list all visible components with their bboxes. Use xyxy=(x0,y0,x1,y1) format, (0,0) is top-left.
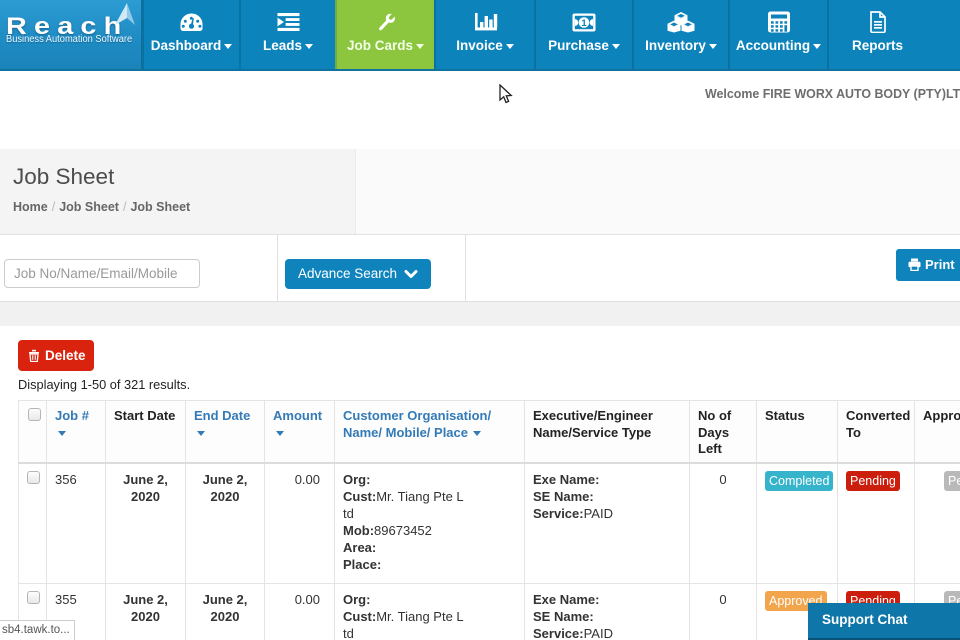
svg-text:1: 1 xyxy=(581,18,587,29)
